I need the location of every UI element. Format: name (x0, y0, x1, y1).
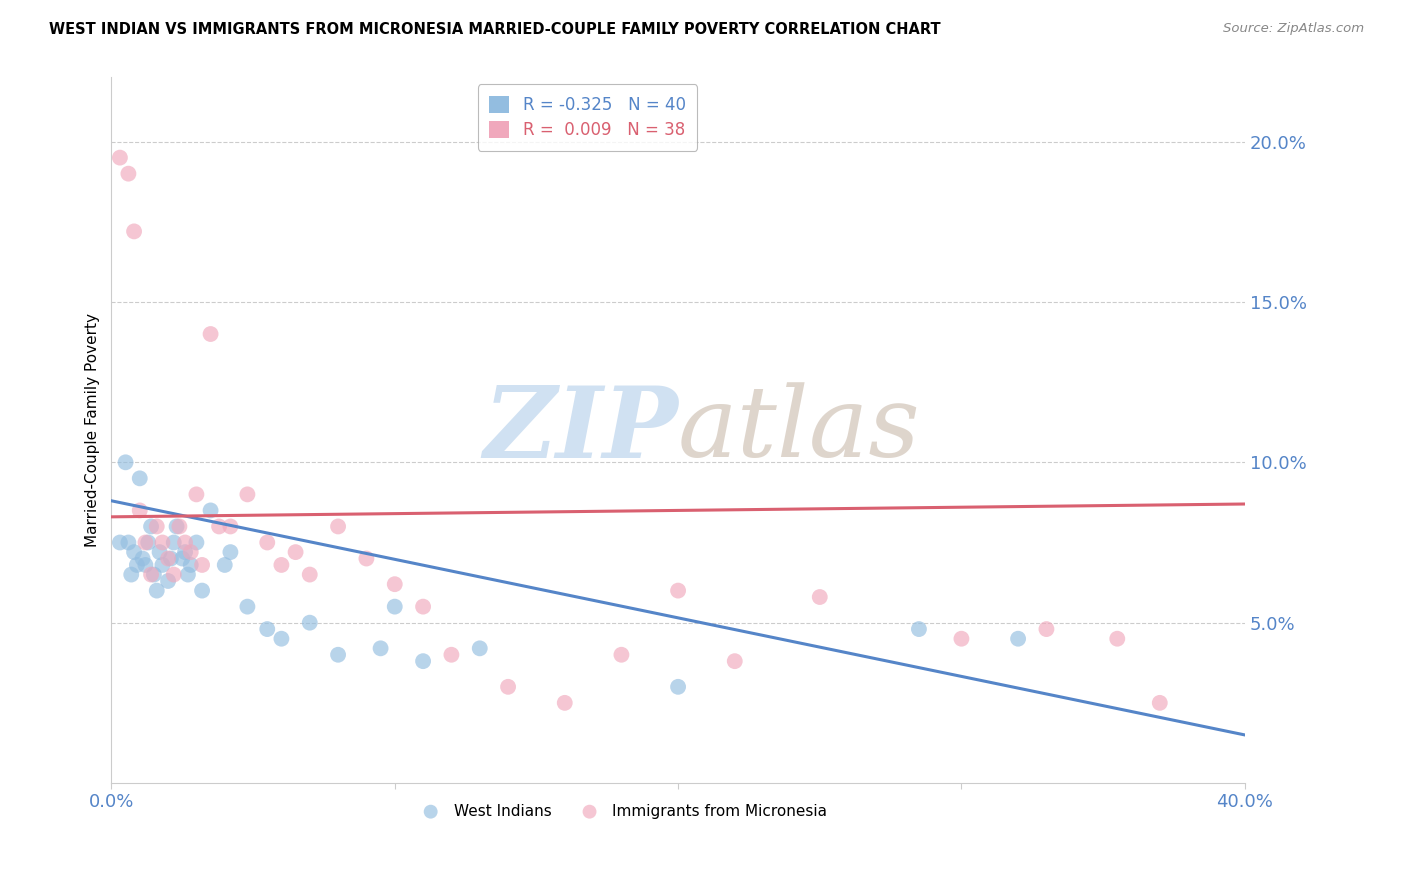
Point (270, 558, 292, 572)
Point (191, 558, 214, 572)
Point (122, 545, 145, 559)
Point (142, 567, 165, 582)
Point (808, 590, 831, 604)
Point (177, 567, 200, 582)
Point (163, 535, 186, 549)
Point (326, 648, 349, 662)
Legend: West Indians, Immigrants from Micronesia: West Indians, Immigrants from Micronesia (409, 797, 834, 825)
Point (384, 599, 406, 614)
Point (172, 551, 194, 566)
Point (191, 583, 214, 598)
Point (496, 680, 519, 694)
Point (468, 641, 491, 656)
Point (139, 567, 162, 582)
Point (724, 654, 747, 668)
Point (1007, 632, 1029, 646)
Point (120, 567, 142, 582)
Point (256, 622, 278, 636)
Point (326, 519, 349, 533)
Point (117, 535, 139, 549)
Point (186, 487, 208, 501)
Point (145, 583, 167, 598)
Point (136, 535, 159, 549)
Point (270, 632, 292, 646)
Point (219, 519, 242, 533)
Point (412, 599, 434, 614)
Point (131, 551, 153, 566)
Point (1035, 622, 1057, 636)
Point (160, 551, 183, 566)
Text: ZIP: ZIP (484, 382, 678, 478)
Point (108, 151, 131, 165)
Point (134, 535, 156, 549)
Point (128, 503, 150, 517)
Point (370, 641, 392, 656)
Point (412, 654, 434, 668)
Point (200, 503, 222, 517)
Point (169, 519, 191, 533)
Text: atlas: atlas (678, 383, 921, 478)
Point (219, 545, 242, 559)
Point (200, 326, 222, 341)
Point (356, 551, 378, 566)
Point (125, 558, 148, 572)
Point (134, 558, 156, 572)
Text: WEST INDIAN VS IMMIGRANTS FROM MICRONESIA MARRIED-COUPLE FAMILY POVERTY CORRELAT: WEST INDIAN VS IMMIGRANTS FROM MICRONESI… (49, 22, 941, 37)
Point (908, 622, 931, 636)
Point (117, 167, 139, 181)
Point (1149, 696, 1171, 710)
Point (148, 545, 170, 559)
Point (174, 535, 197, 549)
Point (554, 696, 576, 710)
Point (128, 471, 150, 485)
Point (666, 680, 689, 694)
Point (214, 558, 236, 572)
Point (180, 545, 202, 559)
Point (208, 519, 231, 533)
Point (108, 535, 131, 549)
Point (186, 535, 208, 549)
Point (284, 545, 307, 559)
Text: Source: ZipAtlas.com: Source: ZipAtlas.com (1223, 22, 1364, 36)
Point (139, 519, 162, 533)
Point (610, 648, 633, 662)
Point (666, 583, 689, 598)
Point (152, 535, 174, 549)
Point (236, 599, 259, 614)
Point (166, 519, 188, 533)
Point (174, 545, 197, 559)
Y-axis label: Married-Couple Family Poverty: Married-Couple Family Poverty (86, 313, 100, 547)
Point (256, 535, 278, 549)
Point (236, 487, 259, 501)
Point (440, 648, 463, 662)
Point (157, 574, 180, 588)
Point (163, 567, 186, 582)
Point (122, 224, 145, 238)
Point (152, 558, 174, 572)
Point (384, 577, 406, 591)
Point (145, 519, 167, 533)
Point (298, 567, 321, 582)
Point (298, 615, 321, 630)
Point (180, 558, 202, 572)
Point (950, 632, 973, 646)
Point (114, 455, 136, 469)
Point (1107, 632, 1129, 646)
Point (157, 551, 180, 566)
